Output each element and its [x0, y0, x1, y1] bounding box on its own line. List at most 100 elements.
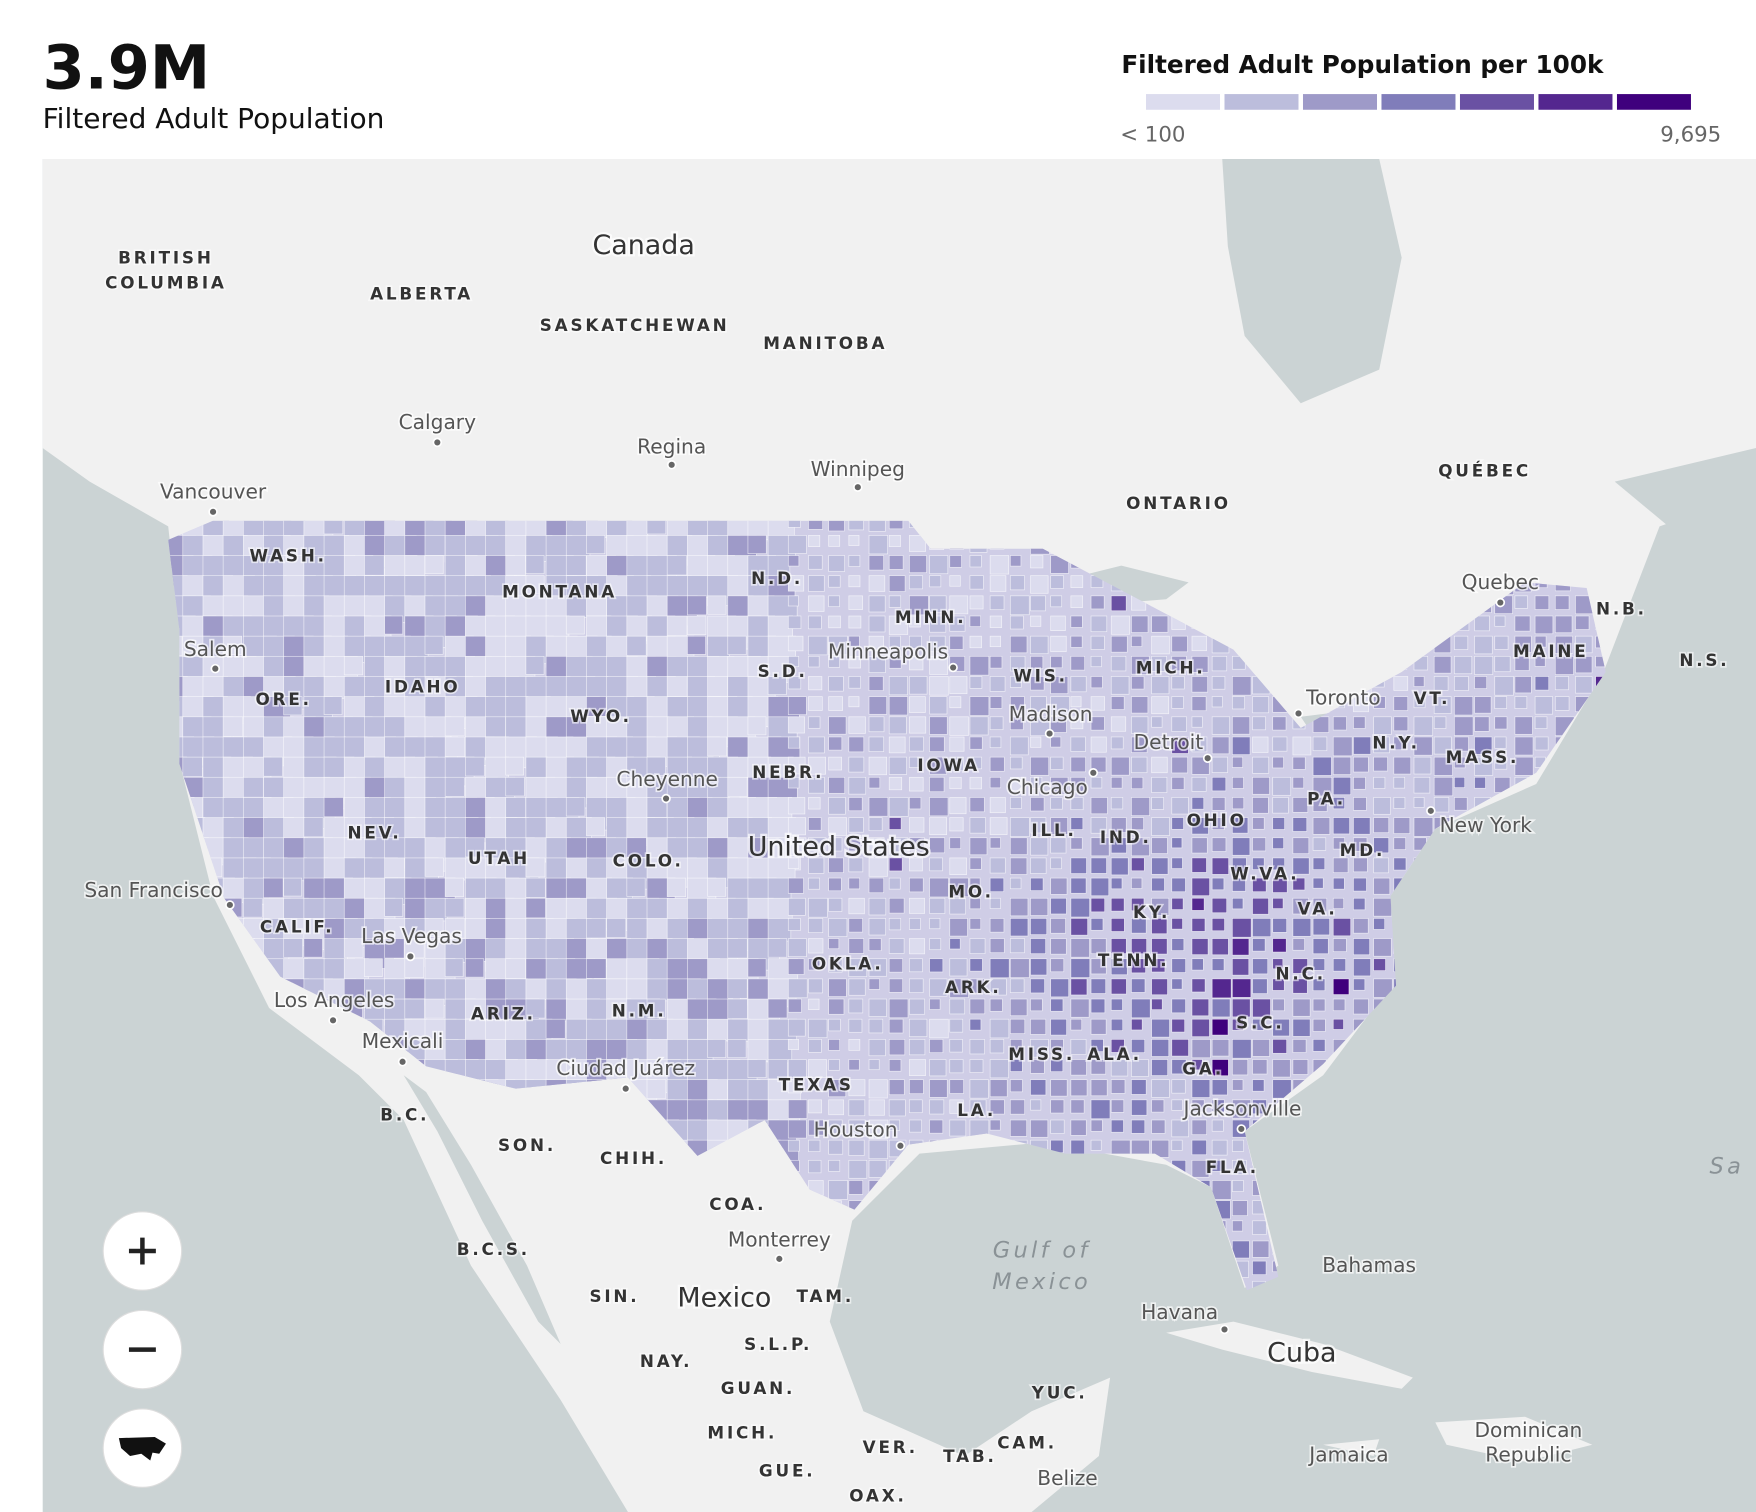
county	[828, 797, 846, 815]
county	[848, 1159, 868, 1179]
county	[989, 938, 1005, 954]
county	[1110, 1018, 1124, 1032]
county	[1009, 857, 1028, 875]
county	[1332, 736, 1353, 757]
county	[1070, 1099, 1085, 1114]
county	[1070, 837, 1083, 850]
county	[1131, 918, 1147, 934]
county	[848, 635, 860, 648]
county	[989, 676, 1006, 692]
county	[808, 1119, 824, 1136]
county	[1131, 716, 1149, 734]
county	[1050, 776, 1069, 795]
county	[323, 520, 344, 535]
county	[565, 555, 587, 576]
region-label: QUÉBEC	[1438, 460, 1531, 481]
county	[707, 736, 728, 757]
county	[1050, 998, 1064, 1012]
county	[1433, 696, 1452, 714]
county	[949, 877, 969, 898]
county	[586, 676, 609, 699]
county	[646, 897, 670, 921]
county	[525, 655, 545, 675]
county	[787, 978, 808, 999]
county	[384, 575, 408, 599]
county	[1151, 857, 1169, 875]
county	[909, 655, 924, 671]
county	[1211, 1018, 1229, 1036]
county	[969, 877, 981, 889]
county	[787, 535, 807, 554]
county	[323, 615, 347, 639]
county	[1413, 676, 1425, 687]
county	[1252, 817, 1265, 830]
county	[848, 535, 860, 546]
county	[848, 897, 865, 915]
zoom-in-button[interactable]	[102, 1211, 183, 1291]
county	[1090, 615, 1108, 633]
county	[586, 978, 610, 1002]
county	[888, 958, 904, 973]
reset-view-button[interactable]	[102, 1408, 183, 1488]
county	[1433, 776, 1454, 797]
city-label: Las Vegas	[361, 924, 462, 948]
county	[969, 918, 982, 930]
county	[1211, 1039, 1230, 1057]
county	[969, 555, 982, 568]
county	[1252, 696, 1270, 714]
county	[1474, 756, 1494, 776]
county	[1312, 837, 1327, 851]
county	[868, 1159, 887, 1178]
county	[1151, 837, 1168, 854]
county	[343, 655, 364, 676]
county	[1232, 716, 1251, 735]
city-label: Havana	[1141, 1300, 1218, 1324]
county	[1009, 1119, 1028, 1137]
county	[727, 978, 748, 999]
county	[808, 1059, 827, 1078]
county	[929, 837, 946, 854]
county	[1353, 998, 1369, 1015]
county	[1191, 1079, 1211, 1098]
county	[1252, 776, 1270, 795]
county	[1070, 776, 1086, 792]
county	[767, 1059, 788, 1080]
county	[404, 555, 426, 576]
county	[1191, 1139, 1207, 1156]
county	[1413, 696, 1426, 709]
county	[888, 1018, 904, 1034]
county	[1009, 676, 1022, 688]
zoom-out-button[interactable]	[102, 1309, 183, 1390]
county	[1292, 837, 1310, 854]
county	[828, 1018, 841, 1032]
city-label: Houston	[814, 1118, 898, 1142]
county	[586, 958, 607, 979]
county	[222, 716, 244, 737]
county	[1211, 978, 1232, 999]
county	[1110, 595, 1127, 612]
county	[465, 897, 488, 921]
county	[1312, 817, 1331, 835]
county	[989, 595, 1005, 611]
county	[989, 1018, 1010, 1039]
county	[848, 1180, 864, 1195]
county	[1393, 736, 1407, 751]
county	[1050, 918, 1066, 934]
county	[787, 797, 806, 815]
county	[1050, 1039, 1064, 1053]
county	[828, 776, 846, 794]
county	[1070, 615, 1083, 628]
county	[1211, 877, 1225, 891]
county	[687, 1018, 708, 1040]
county	[666, 676, 688, 697]
county	[1292, 877, 1306, 891]
county	[828, 595, 840, 608]
county	[707, 797, 730, 820]
county	[1393, 756, 1412, 775]
county	[989, 696, 1003, 709]
county	[868, 520, 886, 532]
county	[1272, 797, 1289, 814]
county	[444, 857, 468, 881]
map[interactable]: Canada United States Mexico Cuba BRITISH COLU…	[42, 159, 1756, 1512]
county	[384, 938, 405, 959]
